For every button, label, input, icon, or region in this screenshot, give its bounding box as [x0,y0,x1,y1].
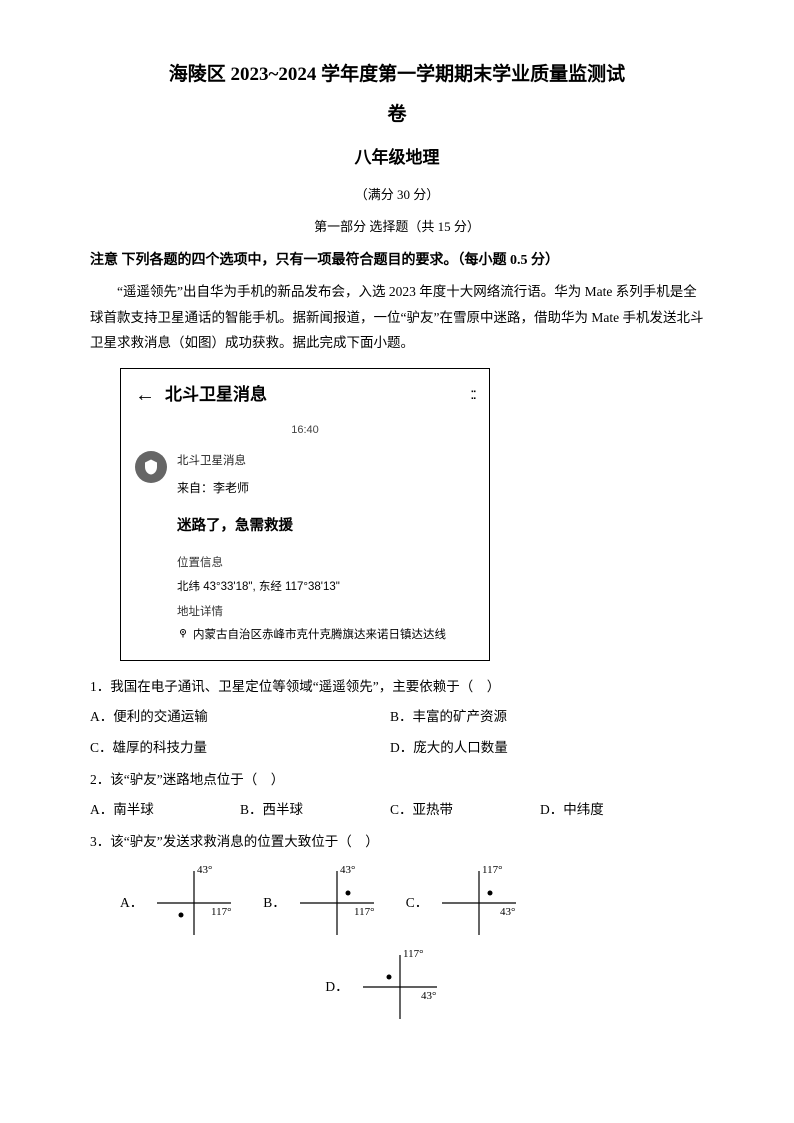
exam-title-line2: 卷 [90,98,704,132]
opt-letter-d: D． [325,975,348,999]
svg-text:117°: 117° [211,906,232,918]
passage: “遥遥领先”出自华为手机的新品发布会，入选 2023 年度十大网络流行语。华为 … [90,279,704,356]
msg-header: ← 北斗卫星消息 :: [121,369,489,419]
q1-option-a: A．便利的交通运输 [90,705,390,729]
msg-time: 16:40 [121,419,489,447]
instruction: 注意 下列各题的四个选项中，只有一项最符合题目的要求。（每小题 0.5 分） [90,248,704,273]
msg-source-label: 北斗卫星消息 [177,451,475,472]
svg-text:43°: 43° [421,990,436,1002]
q3-diagrams-row1: A． 43° 117° B． 43° 117° C． 117° 43° [90,863,704,943]
q1-stem: 1．我国在电子通讯、卫星定位等领域“遥遥领先”，主要依赖于（ ） [90,675,704,699]
msg-address: 内蒙古自治区赤峰市克什克腾旗达来诺日镇达达线 [177,625,475,646]
q3-option-b: B． 43° 117° [263,863,382,943]
msg-address-label: 地址详情 [177,602,475,623]
msg-coords: 北纬 43°33'18", 东经 117°38'13" [177,577,475,598]
diagram-a: 43° 117° [149,863,239,943]
q1-option-b: B．丰富的矿产资源 [390,705,507,729]
svg-text:43°: 43° [340,864,355,876]
msg-app-title: 北斗卫星消息 [165,380,267,411]
q2-option-a: A．南半球 [90,798,240,822]
q2-option-b: B．西半球 [240,798,390,822]
svg-text:43°: 43° [500,906,515,918]
q3-option-d: D． 117° 43° [325,947,444,1027]
back-arrow-icon: ← [135,377,155,413]
q2-option-d: D．中纬度 [540,798,690,822]
q3-diagrams-row2: D． 117° 43° [90,947,704,1027]
q3-option-c: C． 117° 43° [406,863,525,943]
section-label: 第一部分 选择题（共 15 分） [90,215,704,238]
msg-address-text: 内蒙古自治区赤峰市克什克腾旗达来诺日镇达达线 [193,625,446,646]
message-screenshot: ← 北斗卫星消息 :: 16:40 北斗卫星消息 来自：李老师 迷路了，急需救援… [120,368,490,661]
avatar-icon [135,451,167,483]
svg-text:117°: 117° [482,864,503,876]
grade-subject: 八年级地理 [90,143,704,174]
exam-title-line1: 海陵区 2023~2024 学年度第一学期期末学业质量监测试 [90,60,704,90]
menu-dots-icon: :: [470,381,475,410]
q3-option-a: A． 43° 117° [120,863,239,943]
opt-letter-a: A． [120,891,143,915]
q3-stem: 3．该“驴友”发送求救消息的位置大致位于（ ） [90,830,704,854]
pin-icon [177,627,189,639]
q2-option-c: C．亚热带 [390,798,540,822]
diagram-d: 117° 43° [355,947,445,1027]
opt-letter-b: B． [263,891,286,915]
svg-text:117°: 117° [403,948,424,960]
q2-stem: 2．该“驴友”迷路地点位于（ ） [90,768,704,792]
diagram-b: 43° 117° [292,863,382,943]
msg-urgent: 迷路了，急需救援 [177,513,475,539]
svg-text:43°: 43° [197,864,212,876]
full-score: （满分 30 分） [90,183,704,206]
diagram-c: 117° 43° [434,863,524,943]
svg-text:117°: 117° [354,906,375,918]
opt-letter-c: C． [406,891,429,915]
msg-location-label: 位置信息 [177,553,475,574]
msg-from: 来自：李老师 [177,478,475,500]
q1-option-c: C．雄厚的科技力量 [90,736,390,760]
q1-option-d: D．庞大的人口数量 [390,736,508,760]
